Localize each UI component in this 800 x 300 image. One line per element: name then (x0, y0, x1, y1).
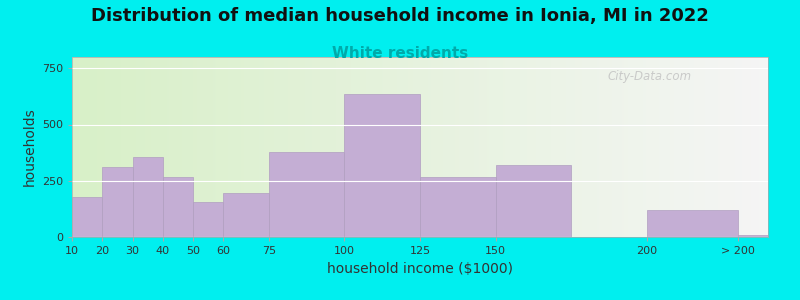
Bar (162, 177, 193, 237)
Bar (193, 202, 223, 237)
Text: Distribution of median household income in Ionia, MI in 2022: Distribution of median household income … (91, 8, 709, 26)
Bar (496, 165, 571, 237)
Bar (420, 177, 496, 237)
Bar (738, 235, 768, 237)
Text: White residents: White residents (332, 46, 468, 62)
Bar (269, 152, 344, 237)
Y-axis label: households: households (22, 108, 36, 186)
Bar (72, 196, 102, 237)
X-axis label: household income ($1000): household income ($1000) (327, 262, 513, 276)
Text: City-Data.com: City-Data.com (608, 70, 692, 83)
Bar (223, 193, 269, 237)
Bar (133, 157, 162, 237)
Bar (344, 94, 420, 237)
Bar (647, 210, 738, 237)
Bar (102, 167, 133, 237)
